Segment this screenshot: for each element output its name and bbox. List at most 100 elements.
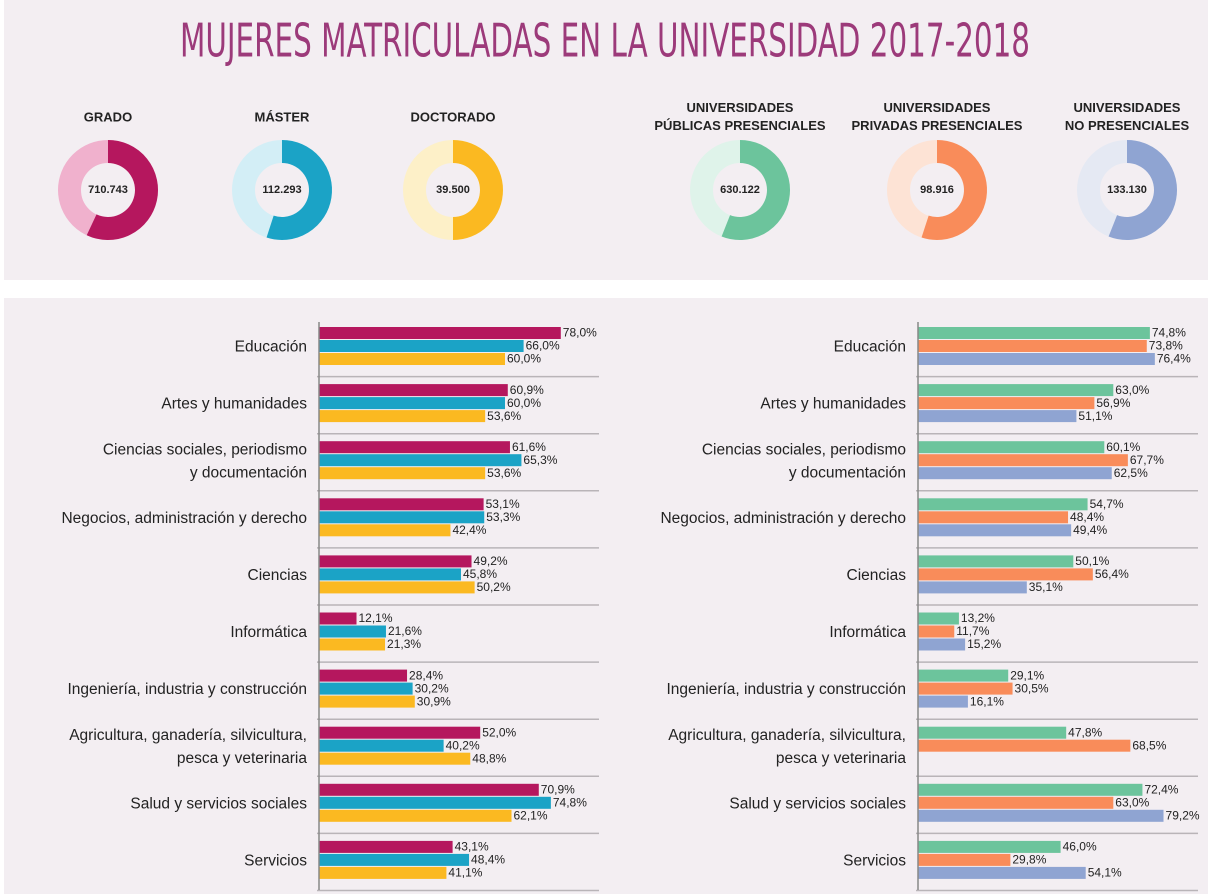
bar: [918, 568, 1093, 581]
bar: [319, 695, 415, 708]
category-label: Servicios: [843, 853, 906, 870]
value-label: 63,0%: [1115, 383, 1149, 397]
value-label: 74,8%: [553, 795, 587, 809]
value-label: 73,8%: [1149, 339, 1183, 353]
value-label: 29,8%: [1012, 853, 1046, 867]
bar: [918, 726, 1067, 739]
category-label: Ciencias sociales, periodismo y documenta…: [702, 441, 906, 481]
donut-arc: [921, 140, 987, 240]
donut-label: DOCTORADO: [411, 109, 496, 124]
bar: [918, 327, 1150, 339]
bar: [918, 682, 1013, 695]
value-label: 43,1%: [455, 840, 489, 854]
value-label: 11,7%: [956, 624, 989, 638]
top-panel: [4, 0, 1208, 280]
value-label: 35,1%: [1029, 580, 1063, 594]
bar: [319, 581, 475, 594]
value-label: 53,6%: [487, 409, 521, 423]
category-label: Negocios, administración y derecho: [660, 510, 906, 527]
category-label: Agricultura, ganadería, silvicultura, pes…: [69, 727, 307, 767]
value-label: 74,8%: [1152, 326, 1186, 340]
value-label: 46,0%: [1063, 840, 1097, 854]
bar: [319, 568, 461, 581]
donut-value: 133.130: [1107, 184, 1147, 196]
value-label: 49,2%: [474, 554, 508, 568]
bar: [319, 682, 413, 695]
chart-title: MUJERES MATRICULADAS EN LA UNIVERSIDAD 2…: [180, 14, 1030, 68]
value-label: 40,2%: [446, 738, 480, 752]
value-label: 60,9%: [510, 383, 544, 397]
bar: [319, 840, 453, 853]
value-label: 52,0%: [482, 725, 516, 739]
value-label: 61,6%: [512, 440, 546, 454]
bar: [319, 669, 408, 682]
value-label: 45,8%: [463, 567, 497, 581]
bar: [319, 853, 470, 866]
bar: [319, 511, 485, 524]
donut-arc: [266, 140, 332, 240]
bar: [918, 410, 1077, 423]
category-label: Ciencias: [847, 567, 907, 584]
bar: [319, 524, 451, 537]
category-label: Informática: [230, 624, 307, 641]
bar: [918, 511, 1069, 524]
bar: [918, 441, 1105, 454]
bar: [319, 638, 386, 651]
value-label: 60,0%: [507, 396, 541, 410]
category-label: Ingeniería, industria y construcción: [67, 681, 307, 698]
value-label: 42,4%: [452, 523, 486, 537]
bar: [319, 498, 484, 511]
value-label: 30,2%: [415, 681, 449, 695]
value-label: 56,9%: [1096, 396, 1130, 410]
bar: [918, 454, 1128, 467]
category-label: Artes y humanidades: [161, 396, 307, 413]
value-label: 13,2%: [961, 611, 995, 625]
value-label: 78,0%: [563, 326, 597, 340]
value-label: 41,1%: [448, 866, 482, 880]
category-label: Agricultura, ganadería, silvicultura, pes…: [668, 727, 906, 767]
bar: [319, 783, 539, 796]
bar: [918, 796, 1114, 809]
donut-arc: [721, 140, 790, 240]
bar: [918, 498, 1088, 511]
category-label: Ingeniería, industria y construcción: [666, 681, 906, 698]
bar: [319, 726, 481, 739]
value-label: 62,5%: [1114, 466, 1148, 480]
donut-value: 710.743: [88, 184, 128, 196]
bar: [319, 454, 522, 467]
value-label: 53,6%: [487, 466, 521, 480]
bar: [319, 353, 505, 365]
value-label: 54,1%: [1088, 866, 1122, 880]
value-label: 21,3%: [387, 637, 421, 651]
bar: [319, 467, 486, 480]
donut-value: 112.293: [262, 184, 301, 196]
value-label: 79,2%: [1166, 808, 1200, 822]
value-label: 21,6%: [388, 624, 422, 638]
donut-label: UNIVERSIDADES PÚBLICAS PRESENCIALES: [654, 100, 826, 133]
value-label: 62,1%: [514, 808, 548, 822]
donut-arc: [452, 140, 503, 240]
value-label: 53,1%: [486, 497, 520, 511]
value-label: 48,4%: [471, 853, 505, 867]
bar: [319, 441, 510, 454]
value-label: 51,1%: [1078, 409, 1112, 423]
value-label: 60,0%: [507, 352, 541, 366]
bar: [918, 783, 1143, 796]
bar: [918, 809, 1164, 822]
bar: [319, 397, 505, 410]
bar: [319, 327, 561, 339]
value-label: 30,5%: [1015, 681, 1049, 695]
category-label: Negocios, administración y derecho: [61, 510, 307, 527]
bar: [918, 612, 959, 625]
category-label: Salud y servicios sociales: [729, 795, 906, 812]
donut-label: GRADO: [84, 109, 132, 124]
bar: [918, 853, 1011, 866]
value-label: 68,5%: [1132, 738, 1166, 752]
category-label: Ciencias: [248, 567, 308, 584]
donut-value: 39.500: [436, 184, 470, 196]
donut-label: UNIVERSIDADES NO PRESENCIALES: [1065, 100, 1190, 133]
bar: [319, 625, 386, 638]
value-label: 28,4%: [409, 668, 443, 682]
